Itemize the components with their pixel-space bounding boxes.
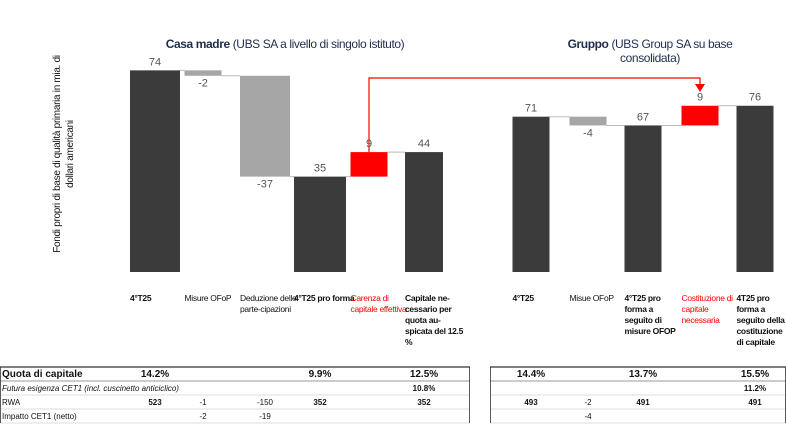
table-cell: -19	[259, 412, 271, 421]
value-label: 71	[525, 103, 537, 115]
table-cell: 14.4%	[516, 369, 546, 380]
table-cell: 13.7%	[628, 369, 658, 380]
subtitle: (UBS Group SA su base consolidata)	[611, 37, 733, 65]
value-label: -37	[257, 179, 273, 191]
bar	[736, 105, 774, 272]
row-label: Impatto CET1 (netto)	[2, 412, 77, 421]
category-label: Misue OFoP	[569, 293, 615, 303]
table-cell: 352	[313, 398, 327, 407]
value-label: 76	[749, 92, 761, 104]
bar	[405, 152, 443, 272]
bar	[240, 75, 290, 177]
category-label: 4T25 pro forma a seguito della costituzi…	[736, 293, 785, 347]
table-cell: 15.5%	[740, 369, 770, 380]
table-cell: -2	[199, 412, 207, 421]
table-cell: 9.9%	[308, 369, 332, 380]
category-label: Misure OFoP	[184, 293, 232, 303]
table-cell: 523	[148, 398, 162, 407]
value-label: -4	[583, 127, 593, 139]
row-label: RWA	[2, 398, 21, 407]
category-label: Carenza di capitale effettiva	[350, 293, 407, 314]
category-label: Costituzione di capitale necessaria	[681, 293, 734, 325]
table-cell: 12.5%	[409, 369, 439, 380]
table-cell: -1	[199, 398, 207, 407]
title: Gruppo	[567, 37, 609, 51]
table-cell: -2	[584, 398, 592, 407]
category-label: Capitale ne-cessario per quota au-spicat…	[405, 293, 464, 347]
table-cell: 491	[636, 398, 650, 407]
table-cell: 11.2%	[743, 384, 767, 393]
value-label: 74	[149, 56, 161, 68]
bar	[624, 125, 662, 272]
subtitle: (UBS SA a livello di singolo istituto)	[232, 37, 405, 51]
left-title: Casa madre (UBS SA a livello di singolo …	[120, 37, 450, 51]
table-cell: 493	[524, 398, 538, 407]
bar	[294, 176, 346, 272]
table-cell: -150	[256, 398, 273, 407]
bar	[184, 70, 222, 76]
table-cell: 10.8%	[412, 384, 436, 393]
value-label: 67	[637, 111, 649, 123]
table-cell: 491	[748, 398, 762, 407]
category-label: 4°T25	[512, 293, 535, 303]
category-label: Deduzione delle parte-cipazioni	[240, 293, 297, 314]
table-cell: 14.2%	[140, 369, 170, 380]
value-label: 35	[314, 163, 326, 175]
table-cell: 352	[417, 398, 431, 407]
bar	[681, 105, 719, 126]
table-cell: -4	[584, 412, 592, 421]
value-label: 9	[366, 138, 372, 150]
row-label: Futura esigenza CET1 (incl. cuscinetto a…	[2, 384, 179, 393]
bar	[350, 152, 388, 177]
value-label: 9	[697, 92, 703, 104]
value-label: 44	[418, 138, 430, 150]
right-title: Gruppo (UBS Group SA su base consolidata…	[540, 37, 760, 65]
category-label: 4°T25 pro forma	[294, 293, 355, 303]
arrow	[368, 77, 701, 152]
bar	[512, 116, 550, 272]
arrow-head	[695, 84, 705, 92]
category-label: 4°T25 pro forma a seguito di misure OFOP	[624, 293, 676, 336]
value-label: -2	[198, 78, 208, 90]
y-axis-label: Fondi propri di base di qualità primaria…	[52, 55, 76, 253]
bar	[130, 70, 180, 272]
row-label: Quota di capitale	[2, 369, 83, 380]
category-label: 4°T25	[130, 293, 152, 303]
title: Casa madre	[165, 37, 230, 51]
bar	[569, 116, 607, 126]
